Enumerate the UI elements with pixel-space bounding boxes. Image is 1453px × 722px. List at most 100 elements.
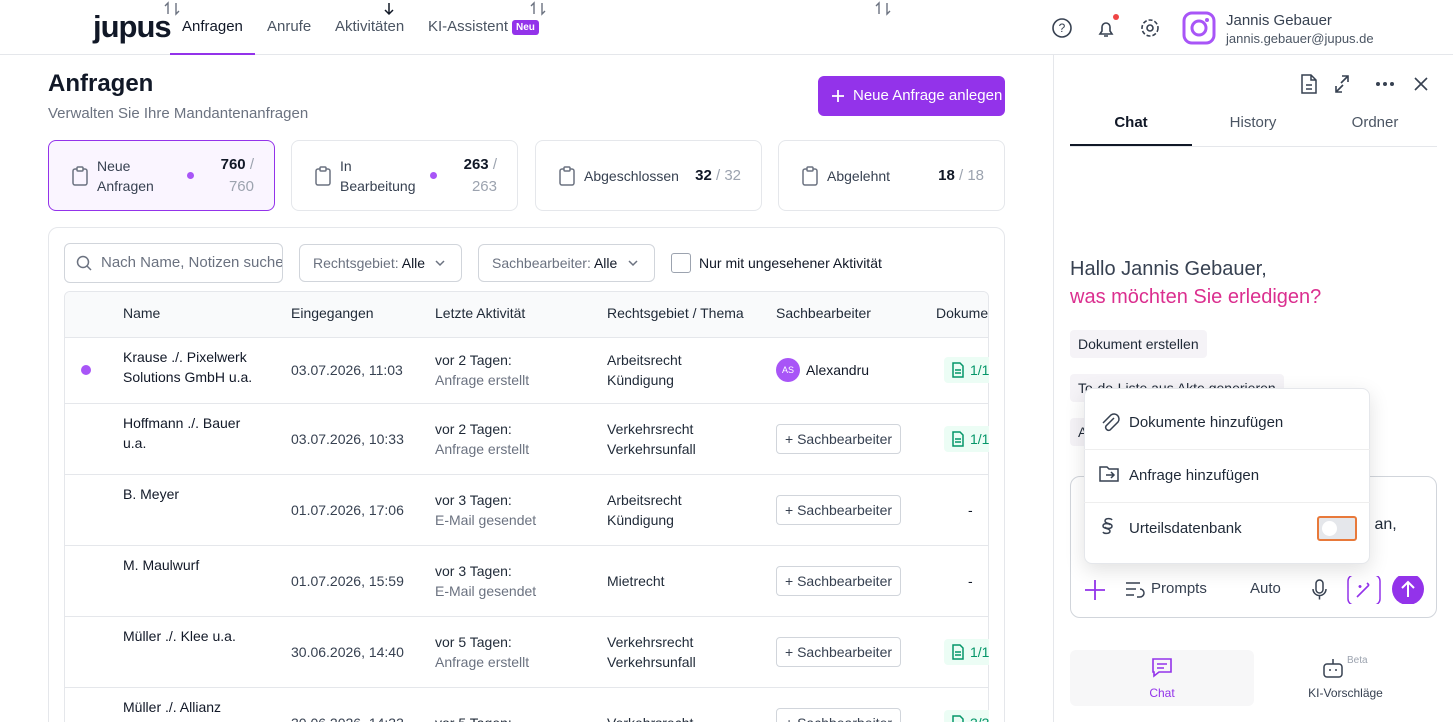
search-input[interactable]: Nach Name, Notizen suchen (64, 243, 283, 283)
icon (558, 165, 576, 186)
nav-item[interactable]: Anrufe (267, 18, 312, 35)
documents-badge[interactable]: 1/1 (944, 357, 989, 383)
search-icon (76, 255, 92, 271)
chevron (628, 260, 638, 267)
last-activity: vor 5 Tagen: Anfrage erstellt (435, 632, 529, 672)
total: 32 (724, 166, 741, 184)
legal-area-line: Arbeitsrecht (607, 352, 682, 368)
avatar[interactable] (1182, 11, 1216, 45)
menu-icons (1099, 413, 1120, 535)
last-activity-line: vor 5 Tagen: (435, 633, 512, 650)
request-name: M. Maulwurf (123, 557, 200, 573)
assign-agent-button[interactable]: + Sachbearbeiter (776, 494, 902, 525)
column-header[interactable]: Sachbearbeiter (776, 305, 871, 321)
column-header[interactable]: Letzte Aktivität (435, 305, 526, 321)
filter-value: Alle (593, 255, 618, 271)
nav-underline (170, 53, 255, 55)
column-header[interactable]: Rechtsgebiet / Thema (607, 305, 744, 321)
doc-icon (952, 362, 964, 383)
greeting-question: was möchten Sie erledigen? (1070, 286, 1322, 308)
documents-badge[interactable]: 1/1 (944, 425, 989, 452)
stat-card[interactable]: Abgelehnt 18 / 18 (778, 140, 1005, 211)
received-date: 03.07.2026, 11:03 (291, 362, 403, 378)
mode-select[interactable]: Auto (1250, 580, 1281, 597)
stat-label: Neue Anfragen (97, 157, 154, 194)
table-body: Name Eingegangen Letzte Aktivität Rechtsgeb… (65, 1, 989, 722)
menu-item[interactable]: Urteilsdatenbank (1129, 520, 1242, 537)
logo[interactable]: jupus (93, 9, 172, 44)
stat-label: Abgeschlossen (584, 167, 679, 184)
prompts-button[interactable]: Prompts (1151, 580, 1207, 597)
menu-separator (1084, 502, 1370, 503)
suggestion-chip[interactable]: Dokument erstellen (1070, 330, 1207, 358)
row-border (65, 337, 988, 338)
row-border (65, 687, 988, 688)
legal-area-line: Verkehrsrecht (607, 633, 694, 650)
count: 760 (220, 155, 246, 173)
greeting: Hallo Jannis Gebauer, (1070, 258, 1267, 280)
last-activity: vor 3 Tagen: E-Mail gesendet (435, 561, 536, 601)
nav-item[interactable]: Anfragen (182, 18, 243, 35)
tab[interactable]: Chat (1114, 114, 1148, 131)
total: 18 (967, 166, 984, 184)
received-date: 30.06.2026, 14:33 (291, 713, 404, 722)
icon (71, 165, 89, 186)
assign-agent-button[interactable]: + Sachbearbeiter (776, 707, 902, 722)
area-filter[interactable]: Rechtsgebiet: Alle (299, 244, 462, 282)
column-header[interactable]: Eingegangen (291, 305, 374, 321)
total: 760 (228, 177, 254, 195)
menu-separator (1084, 449, 1370, 450)
last-activity-line: Anfrage erstellt (435, 372, 530, 388)
legal-area-line: Arbeitsrecht (607, 491, 682, 508)
assign-agent-button[interactable]: + Sachbearbeiter (776, 565, 902, 596)
count: 18 (938, 166, 955, 184)
last-activity: vor 5 Tagen: (435, 713, 512, 722)
bottom-tab-label[interactable]: KI-Vorschläge (1308, 686, 1383, 700)
assign-agent-button[interactable]: + Sachbearbeiter (776, 636, 902, 667)
separator: / (715, 166, 721, 184)
nav-item[interactable]: KI-Assistent (428, 18, 509, 35)
user-name: Jannis Gebauer (1226, 12, 1332, 29)
row-border (65, 545, 988, 546)
last-activity-line: vor 3 Tagen: (435, 491, 512, 508)
panel-actions[interactable] (1298, 72, 1433, 96)
toggle[interactable] (1317, 516, 1357, 541)
badge: Neu (512, 20, 539, 35)
request-name: Müller ./. Klee u.a. (123, 628, 236, 644)
column-header[interactable]: Dokumente (936, 305, 989, 321)
request-name: B. Meyer (123, 486, 180, 502)
button-label: Neue Anfrage anlegen (853, 87, 1003, 104)
tab[interactable]: Ordner (1351, 114, 1399, 131)
stat-card[interactable]: In Bearbeitung 263 / 263 (291, 140, 518, 211)
last-activity: vor 3 Tagen: E-Mail gesendet (435, 490, 536, 530)
filter-value: Alle (401, 255, 426, 271)
unread-dot (187, 172, 194, 179)
menu-item[interactable]: Anfrage hinzufügen (1129, 467, 1260, 484)
nav-item[interactable]: Aktivitäten (335, 18, 405, 35)
documents: - (968, 501, 973, 518)
agent-filter[interactable]: Sachbearbeiter: Alle (478, 244, 655, 282)
checkbox[interactable] (671, 253, 691, 273)
menu-item[interactable]: Dokumente hinzufügen (1129, 414, 1284, 431)
column-header[interactable]: Name (123, 305, 161, 321)
last-activity-line: vor 3 Tagen: (435, 562, 512, 579)
last-activity: vor 2 Tagen: Anfrage erstellt (435, 350, 529, 390)
assign-agent-button[interactable]: + Sachbearbeiter (776, 423, 902, 454)
request-name: Müller ./. Allianz (123, 699, 222, 715)
documents-badge[interactable]: 3/3 (944, 709, 989, 722)
table-panel (48, 227, 1005, 722)
filter-label: Rechtsgebiet: (313, 255, 399, 271)
input-toolbar[interactable] (1084, 576, 1424, 604)
tab[interactable]: History (1229, 114, 1277, 131)
last-activity-line: E-Mail gesendet (435, 511, 537, 528)
stat-card[interactable]: Neue Anfragen 760 / 760 (48, 140, 275, 211)
separator: / (249, 155, 254, 173)
new-request-button[interactable]: Neue Anfrage anlegen (818, 76, 1005, 116)
legal-area-line: Kündigung (607, 372, 674, 388)
stat-card[interactable]: Abgeschlossen 32 / 32 (535, 140, 762, 211)
count: 32 (695, 166, 712, 184)
documents-badge[interactable]: 1/1 (944, 638, 989, 665)
header-icons[interactable]: ? (1050, 14, 1175, 42)
received-date: 30.06.2026, 14:40 (291, 643, 404, 660)
legal-area: Arbeitsrecht Kündigung (607, 350, 682, 390)
